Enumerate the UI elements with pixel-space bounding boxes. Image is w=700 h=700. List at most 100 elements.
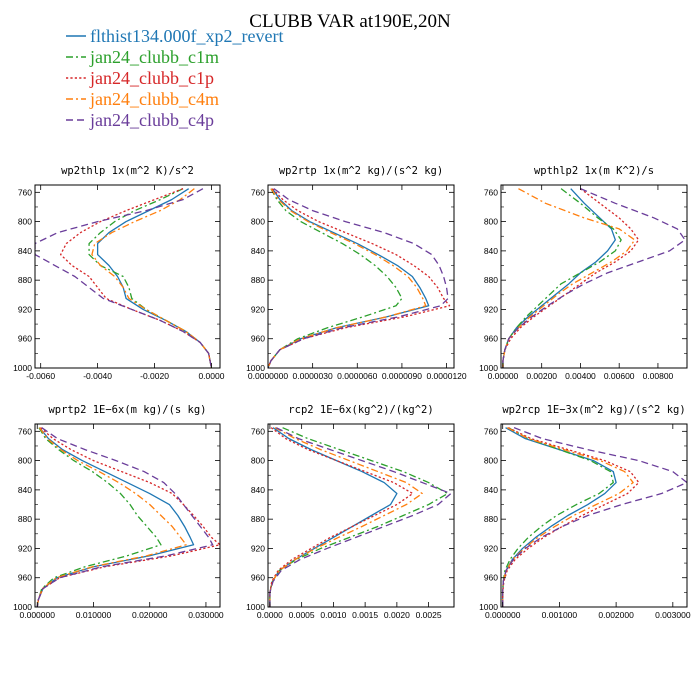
series-line-2 [502,188,622,368]
y-tick-label: 760 [251,426,265,436]
x-tick-label: 0.000000 [20,610,56,620]
legend-entry: jan24_clubb_c4m [89,89,219,109]
y-tick-label: 920 [251,304,265,314]
y-tick-label: 1000 [246,602,265,612]
series-line-4 [36,427,187,607]
y-tick-label: 840 [484,485,498,495]
x-tick-label: 0.010000 [76,610,112,620]
x-tick-label: 0.0000030 [293,371,333,381]
y-tick-label: 800 [251,217,265,227]
x-tick-label: 0.002000 [598,610,634,620]
legend-entry: flthist134.000f_xp2_revert [90,26,283,46]
panels: wp2thlp 1x(m^2 K)/s^2 760 800 840 880 920 960 1… [13,165,691,620]
y-tick-label: 760 [251,187,265,197]
x-tick-label: 0.0025 [416,610,442,620]
x-tick-label: 0.001000 [542,610,578,620]
panel-title: wp2rtp 1x(m^2 kg)/(s^2 kg) [279,165,443,177]
y-tick-label: 760 [484,187,498,197]
y-tick-label: 1000 [479,602,498,612]
plot-frame [500,423,688,608]
y-tick-label: 920 [18,304,32,314]
series-line-1 [269,427,398,607]
x-tick-label: -0.0020 [140,371,169,381]
series-line-4 [502,427,634,607]
x-tick-label: 0.0015 [352,610,378,620]
series-line-2 [269,427,449,607]
plot-frame [34,423,221,608]
y-tick-label: 880 [484,275,498,285]
series-line-2 [36,427,162,607]
x-tick-label: 0.0005 [289,610,315,620]
series-line-2 [502,427,614,607]
y-tick-label: 800 [484,217,498,227]
series-line-5 [502,188,686,368]
series-line-5 [268,188,449,368]
y-tick-label: 1000 [246,363,265,373]
y-tick-label: 920 [251,543,265,553]
panel-title: wp2rcp 1E−3x(m^2 kg)/(s^2 kg) [502,404,685,416]
y-tick-label: 880 [251,514,265,524]
panel-2: wp2rtp 1x(m^2 kg)/(s^2 kg) 760 800 840 880 92… [246,165,467,381]
plot-frame [34,184,221,369]
y-tick-label: 920 [18,543,32,553]
y-tick-label: 760 [18,187,32,197]
x-tick-label: 0.0000 [257,610,283,620]
series-line-1 [36,427,195,607]
y-tick-label: 800 [484,456,498,466]
legend-entry: jan24_clubb_c1p [89,68,214,88]
series-line-4 [268,188,427,368]
x-tick-label: 0.020000 [132,610,168,620]
figure-title: CLUBB VAR at190E,20N [249,11,451,32]
x-tick-label: 0.0010 [320,610,346,620]
y-tick-label: 880 [484,514,498,524]
legend-entry: jan24_clubb_c4p [89,110,214,130]
x-tick-label: 0.030000 [188,610,224,620]
y-tick-label: 840 [484,246,498,256]
series-line-3 [59,188,213,368]
y-tick-label: 840 [18,246,32,256]
x-tick-label: 0.00400 [565,371,596,381]
panel-4: wprtp2 1E−6x(m kg)/(s kg) 760 800 840 880 920… [13,404,224,620]
plot-frame [500,184,688,369]
series-line-3 [502,427,640,607]
series-line-3 [269,427,414,607]
x-tick-label: 0.0000060 [337,371,377,381]
series-line-2 [88,188,213,368]
series-line-5 [502,427,687,607]
y-tick-label: 880 [18,514,32,524]
x-tick-label: 0.003000 [655,610,691,620]
plot-frame [267,184,455,369]
series-line-1 [96,188,213,368]
y-tick-label: 960 [18,573,32,583]
x-tick-label: 0.00800 [643,371,674,381]
panel-title: wp2thlp 1x(m^2 K)/s^2 [61,165,194,177]
series-line-1 [502,188,616,368]
series-line-5 [36,427,214,607]
panel-title: rcp2 1E−6x(kg^2)/(kg^2) [288,404,433,416]
legend: flthist134.000f_xp2_revertjan24_clubb_c1… [66,26,283,130]
series-line-4 [91,188,213,368]
y-tick-label: 960 [251,573,265,583]
series-line-5 [269,427,452,607]
series-line-4 [502,188,636,368]
y-tick-label: 920 [484,543,498,553]
series-line-2 [268,188,403,368]
series-line-3 [36,427,220,607]
legend-entry: jan24_clubb_c1m [89,47,219,67]
panel-3: wpthlp2 1x(m K^2)/s 760 800 840 880 920 960 100… [479,165,688,381]
series-line-5 [35,188,213,368]
y-tick-label: 800 [18,217,32,227]
x-tick-label: 0.0020 [384,610,410,620]
x-tick-label: 0.00000 [488,371,519,381]
y-tick-label: 960 [484,334,498,344]
panel-title: wpthlp2 1x(m K^2)/s [534,165,654,177]
y-tick-label: 1000 [13,363,32,373]
x-tick-label: 0.0000000 [248,371,288,381]
y-tick-label: 1000 [13,602,32,612]
x-tick-label: -0.0060 [26,371,55,381]
y-tick-label: 960 [18,334,32,344]
x-tick-label: 0.0000 [198,371,224,381]
panel-5: rcp2 1E−6x(kg^2)/(kg^2) 760 800 840 880 920 96… [246,404,455,620]
series-line-1 [502,427,617,607]
y-tick-label: 760 [18,426,32,436]
